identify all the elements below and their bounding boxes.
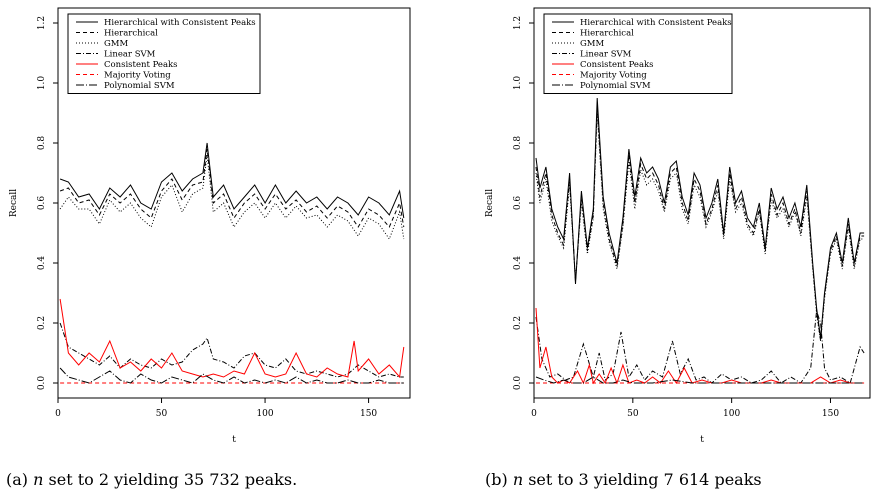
x-tick-label: 150 xyxy=(360,409,377,419)
x-tick-label: 0 xyxy=(55,409,61,419)
y-tick-label: 1.2 xyxy=(513,16,523,30)
panel-b: 0 50 100 150 0.0 0.2 0.4 0.6 0.8 1.0 1.2 t Recall Hie… xyxy=(485,7,871,445)
legend xyxy=(67,13,261,94)
y-axis-label: Recall xyxy=(9,189,19,217)
legend-entry: GMM xyxy=(104,39,128,49)
x-tick-label: 150 xyxy=(822,409,839,419)
series-line-4 xyxy=(59,322,404,378)
legend-entry: Linear SVM xyxy=(104,50,156,60)
series-line-5 xyxy=(59,298,405,379)
legend-entry: Consistent Peaks xyxy=(580,60,654,70)
series-line-3 xyxy=(535,112,865,342)
x-tick-label: 50 xyxy=(627,409,639,419)
legend-entry: Hierarchical xyxy=(580,29,634,39)
series-line-1 xyxy=(59,142,405,219)
legend-entry: Hierarchical xyxy=(104,29,158,39)
y-tick-label: 0.8 xyxy=(37,136,47,151)
legend-entry: Polynomial SVM xyxy=(104,81,175,91)
series-line-5 xyxy=(535,307,865,385)
x-tick-label: 100 xyxy=(723,409,740,419)
legend-entry: Linear SVM xyxy=(580,50,632,60)
y-tick-label: 0.2 xyxy=(37,316,47,330)
legend xyxy=(543,13,733,94)
x-tick-label: 50 xyxy=(156,409,168,419)
y-tick-label: 0.0 xyxy=(37,376,47,391)
x-tick-label: 0 xyxy=(531,409,537,419)
y-tick-label: 0.4 xyxy=(37,256,47,271)
y-tick-label: 1.0 xyxy=(513,76,523,91)
series-line-2 xyxy=(59,148,405,228)
y-tick-label: 1.2 xyxy=(37,16,47,30)
caption-b: (b) n set to 3 yielding 7 614 peaks xyxy=(485,470,762,489)
series-line-1 xyxy=(535,97,865,339)
legend-entry: Hierarchical with Consistent Peaks xyxy=(580,18,732,28)
y-tick-label: 0.6 xyxy=(513,196,523,211)
legend-entry: Majority Voting xyxy=(580,71,647,81)
y-tick-label: 0.6 xyxy=(37,196,47,211)
panel-a: 0 50 100 150 0.0 0.2 0.4 0.6 0.8 1.0 1.2 t Recall Hie… xyxy=(9,7,411,445)
series-line-4 xyxy=(535,310,865,384)
legend-entry: Hierarchical with Consistent Peaks xyxy=(104,18,256,28)
series-line-7 xyxy=(535,376,865,384)
y-tick-label: 0.0 xyxy=(513,376,523,391)
legend-entry: GMM xyxy=(580,39,604,49)
series-line-3 xyxy=(59,154,405,241)
y-axis-label: Recall xyxy=(485,189,495,217)
x-axis-label: t xyxy=(232,435,236,445)
caption-a: (a) n set to 2 yielding 35 732 peaks. xyxy=(6,470,298,489)
legend-entry: Consistent Peaks xyxy=(104,60,178,70)
x-axis-label: t xyxy=(700,435,704,445)
y-tick-label: 0.8 xyxy=(513,136,523,151)
legend-entry: Polynomial SVM xyxy=(580,81,651,91)
y-tick-label: 0.4 xyxy=(513,256,523,271)
legend-entry: Majority Voting xyxy=(104,71,171,81)
x-tick-label: 100 xyxy=(256,409,273,419)
y-tick-label: 1.0 xyxy=(37,76,47,91)
y-tick-label: 0.2 xyxy=(513,316,523,330)
series-line-7 xyxy=(59,367,404,384)
series-line-2 xyxy=(535,106,865,342)
